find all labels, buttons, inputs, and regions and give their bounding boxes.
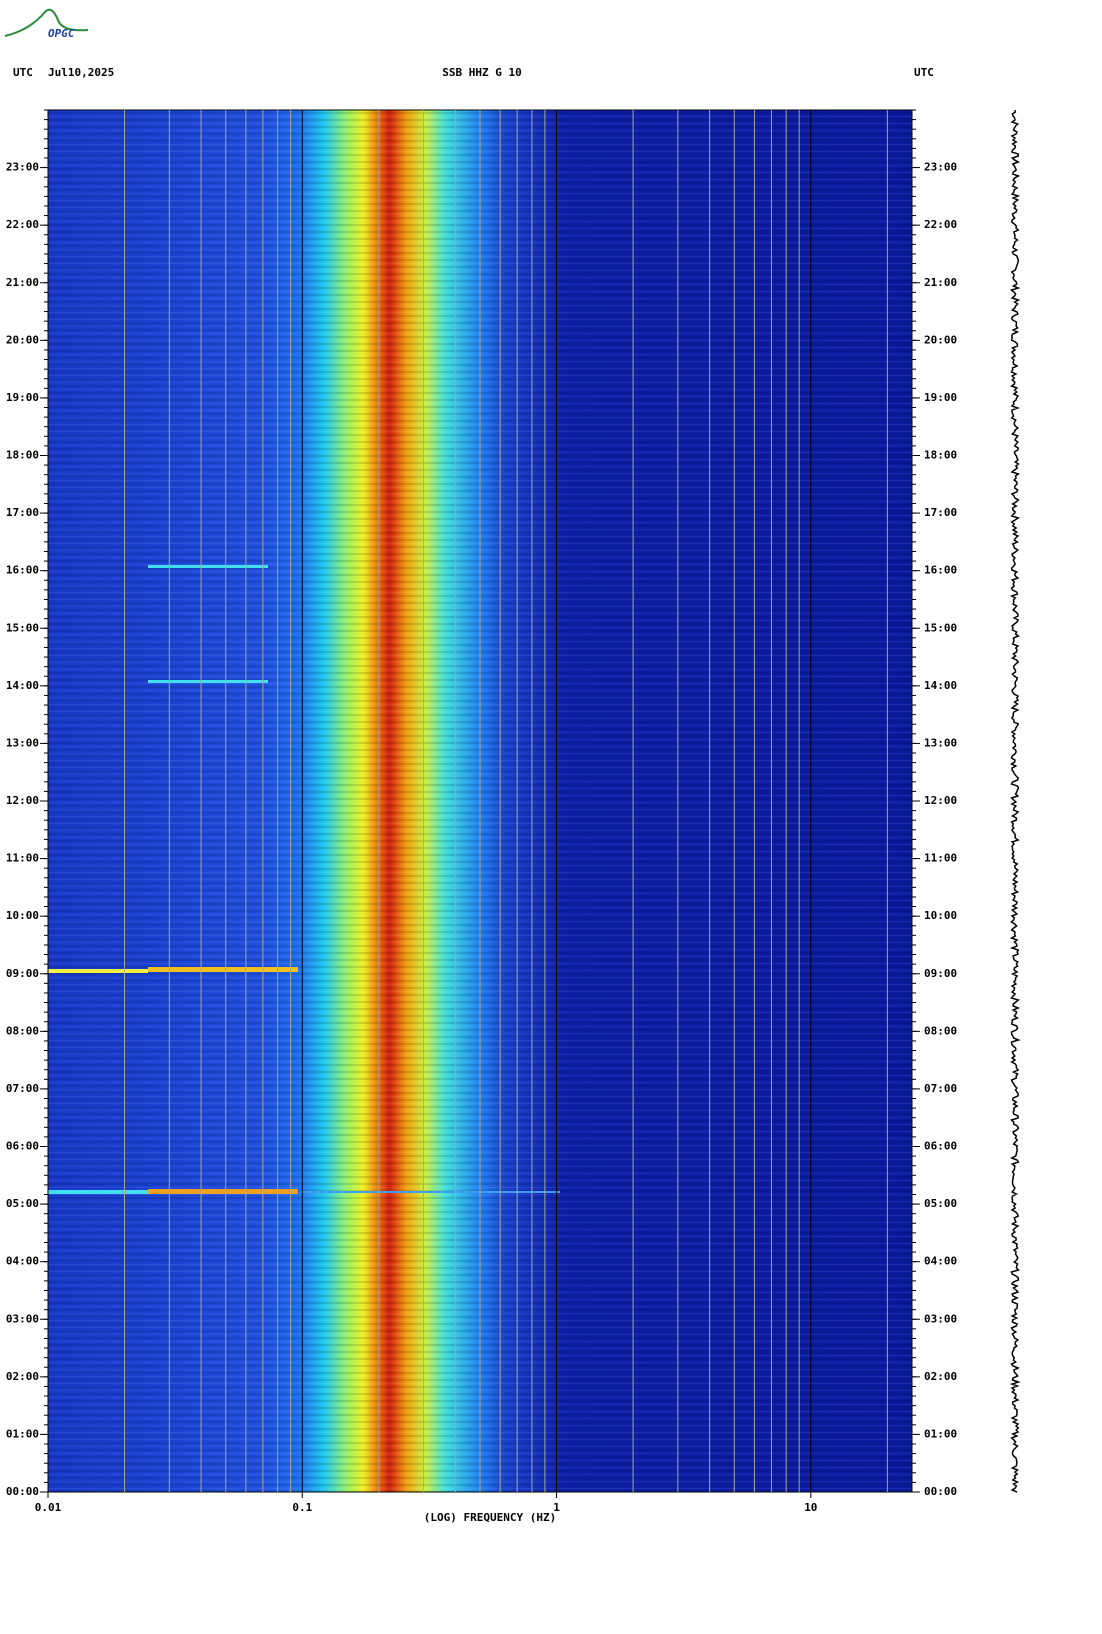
y-tick-label-right: 17:00 [924,506,957,519]
y-tick-label-right: 10:00 [924,909,957,922]
y-tick-label-right: 11:00 [924,852,957,865]
left-utc: UTC [13,66,33,79]
y-tick-label-right: 18:00 [924,449,957,462]
x-axis-label: (LOG) FREQUENCY (HZ) [424,1511,556,1524]
y-tick-label: 21:00 [6,276,39,289]
y-tick-label-right: 14:00 [924,679,957,692]
y-tick-label-right: 03:00 [924,1312,957,1325]
x-tick-label: 10 [804,1501,817,1514]
y-tick-label-right: 00:00 [924,1485,957,1498]
y-tick-label: 03:00 [6,1312,39,1325]
y-tick-label: 15:00 [6,621,39,634]
y-tick-label: 06:00 [6,1140,39,1153]
y-tick-label: 07:00 [6,1082,39,1095]
y-tick-label: 23:00 [6,161,39,174]
logo: OPGC [48,27,75,40]
x-tick-label: 0.01 [35,1501,62,1514]
y-tick-label-right: 02:00 [924,1370,957,1383]
y-tick-label: 19:00 [6,391,39,404]
y-tick-label-right: 05:00 [924,1197,957,1210]
date: Jul10,2025 [48,66,114,79]
x-tick-label: 1 [553,1501,560,1514]
y-tick-label: 11:00 [6,852,39,865]
y-tick-label-right: 04:00 [924,1255,957,1268]
y-tick-label: 20:00 [6,333,39,346]
y-tick-label: 00:00 [6,1485,39,1498]
events [48,565,560,1194]
y-tick-label: 05:00 [6,1197,39,1210]
y-tick-label-right: 16:00 [924,564,957,577]
y-tick-label-right: 15:00 [924,621,957,634]
y-tick-label: 17:00 [6,506,39,519]
y-tick-label: 01:00 [6,1427,39,1440]
seismogram-trace [1009,109,1021,1493]
y-tick-label: 09:00 [6,967,39,980]
event-line [48,969,148,973]
y-tick-label-right: 12:00 [924,794,957,807]
right-utc: UTC [914,66,934,79]
y-tick-label-right: 19:00 [924,391,957,404]
y-tick-label: 18:00 [6,449,39,462]
event-line [148,967,298,972]
y-tick-label: 02:00 [6,1370,39,1383]
event-line [148,680,268,683]
y-tick-label-right: 01:00 [924,1427,957,1440]
y-tick-label-right: 22:00 [924,218,957,231]
y-tick-label-right: 23:00 [924,161,957,174]
event-line [48,1190,148,1194]
logo-curve [4,8,89,37]
y-tick-label: 10:00 [6,909,39,922]
y-tick-label: 13:00 [6,736,39,749]
y-tick-label: 22:00 [6,218,39,231]
y-tick-label-right: 21:00 [924,276,957,289]
x-tick-label: 0.1 [292,1501,312,1514]
event-line [300,1191,560,1193]
y-tick-label-right: 13:00 [924,736,957,749]
y-tick-label: 14:00 [6,679,39,692]
y-tick-label-right: 07:00 [924,1082,957,1095]
y-tick-label: 04:00 [6,1255,39,1268]
y-tick-label-right: 09:00 [924,967,957,980]
y-tick-label: 16:00 [6,564,39,577]
y-tick-label: 12:00 [6,794,39,807]
event-line [148,565,268,568]
chart-title: SSB HHZ G 10 [442,66,521,79]
y-tick-label-right: 20:00 [924,333,957,346]
event-line [148,1189,298,1194]
y-tick-label-right: 06:00 [924,1140,957,1153]
y-tick-label: 08:00 [6,1024,39,1037]
y-tick-label-right: 08:00 [924,1024,957,1037]
